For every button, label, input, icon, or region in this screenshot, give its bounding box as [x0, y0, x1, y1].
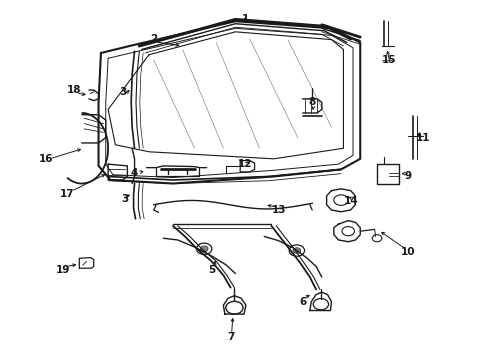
Text: 16: 16	[39, 154, 53, 164]
Text: 8: 8	[309, 98, 316, 107]
Text: 12: 12	[238, 159, 252, 169]
Text: 1: 1	[242, 14, 248, 24]
Text: 4: 4	[131, 168, 138, 178]
Text: 14: 14	[343, 196, 358, 206]
Text: 2: 2	[150, 34, 157, 44]
Text: 18: 18	[67, 85, 82, 95]
Circle shape	[293, 248, 301, 253]
Circle shape	[200, 246, 208, 252]
Text: 7: 7	[227, 332, 234, 342]
Text: 11: 11	[416, 133, 430, 143]
Text: 19: 19	[55, 265, 70, 275]
Text: 9: 9	[405, 171, 412, 181]
Text: 5: 5	[208, 265, 215, 275]
Text: 3: 3	[119, 87, 126, 97]
Text: 6: 6	[299, 297, 306, 307]
Text: 17: 17	[60, 189, 74, 199]
Text: 3: 3	[122, 194, 128, 204]
Text: 15: 15	[382, 55, 396, 65]
Text: 10: 10	[401, 247, 416, 257]
Text: 13: 13	[271, 205, 286, 215]
